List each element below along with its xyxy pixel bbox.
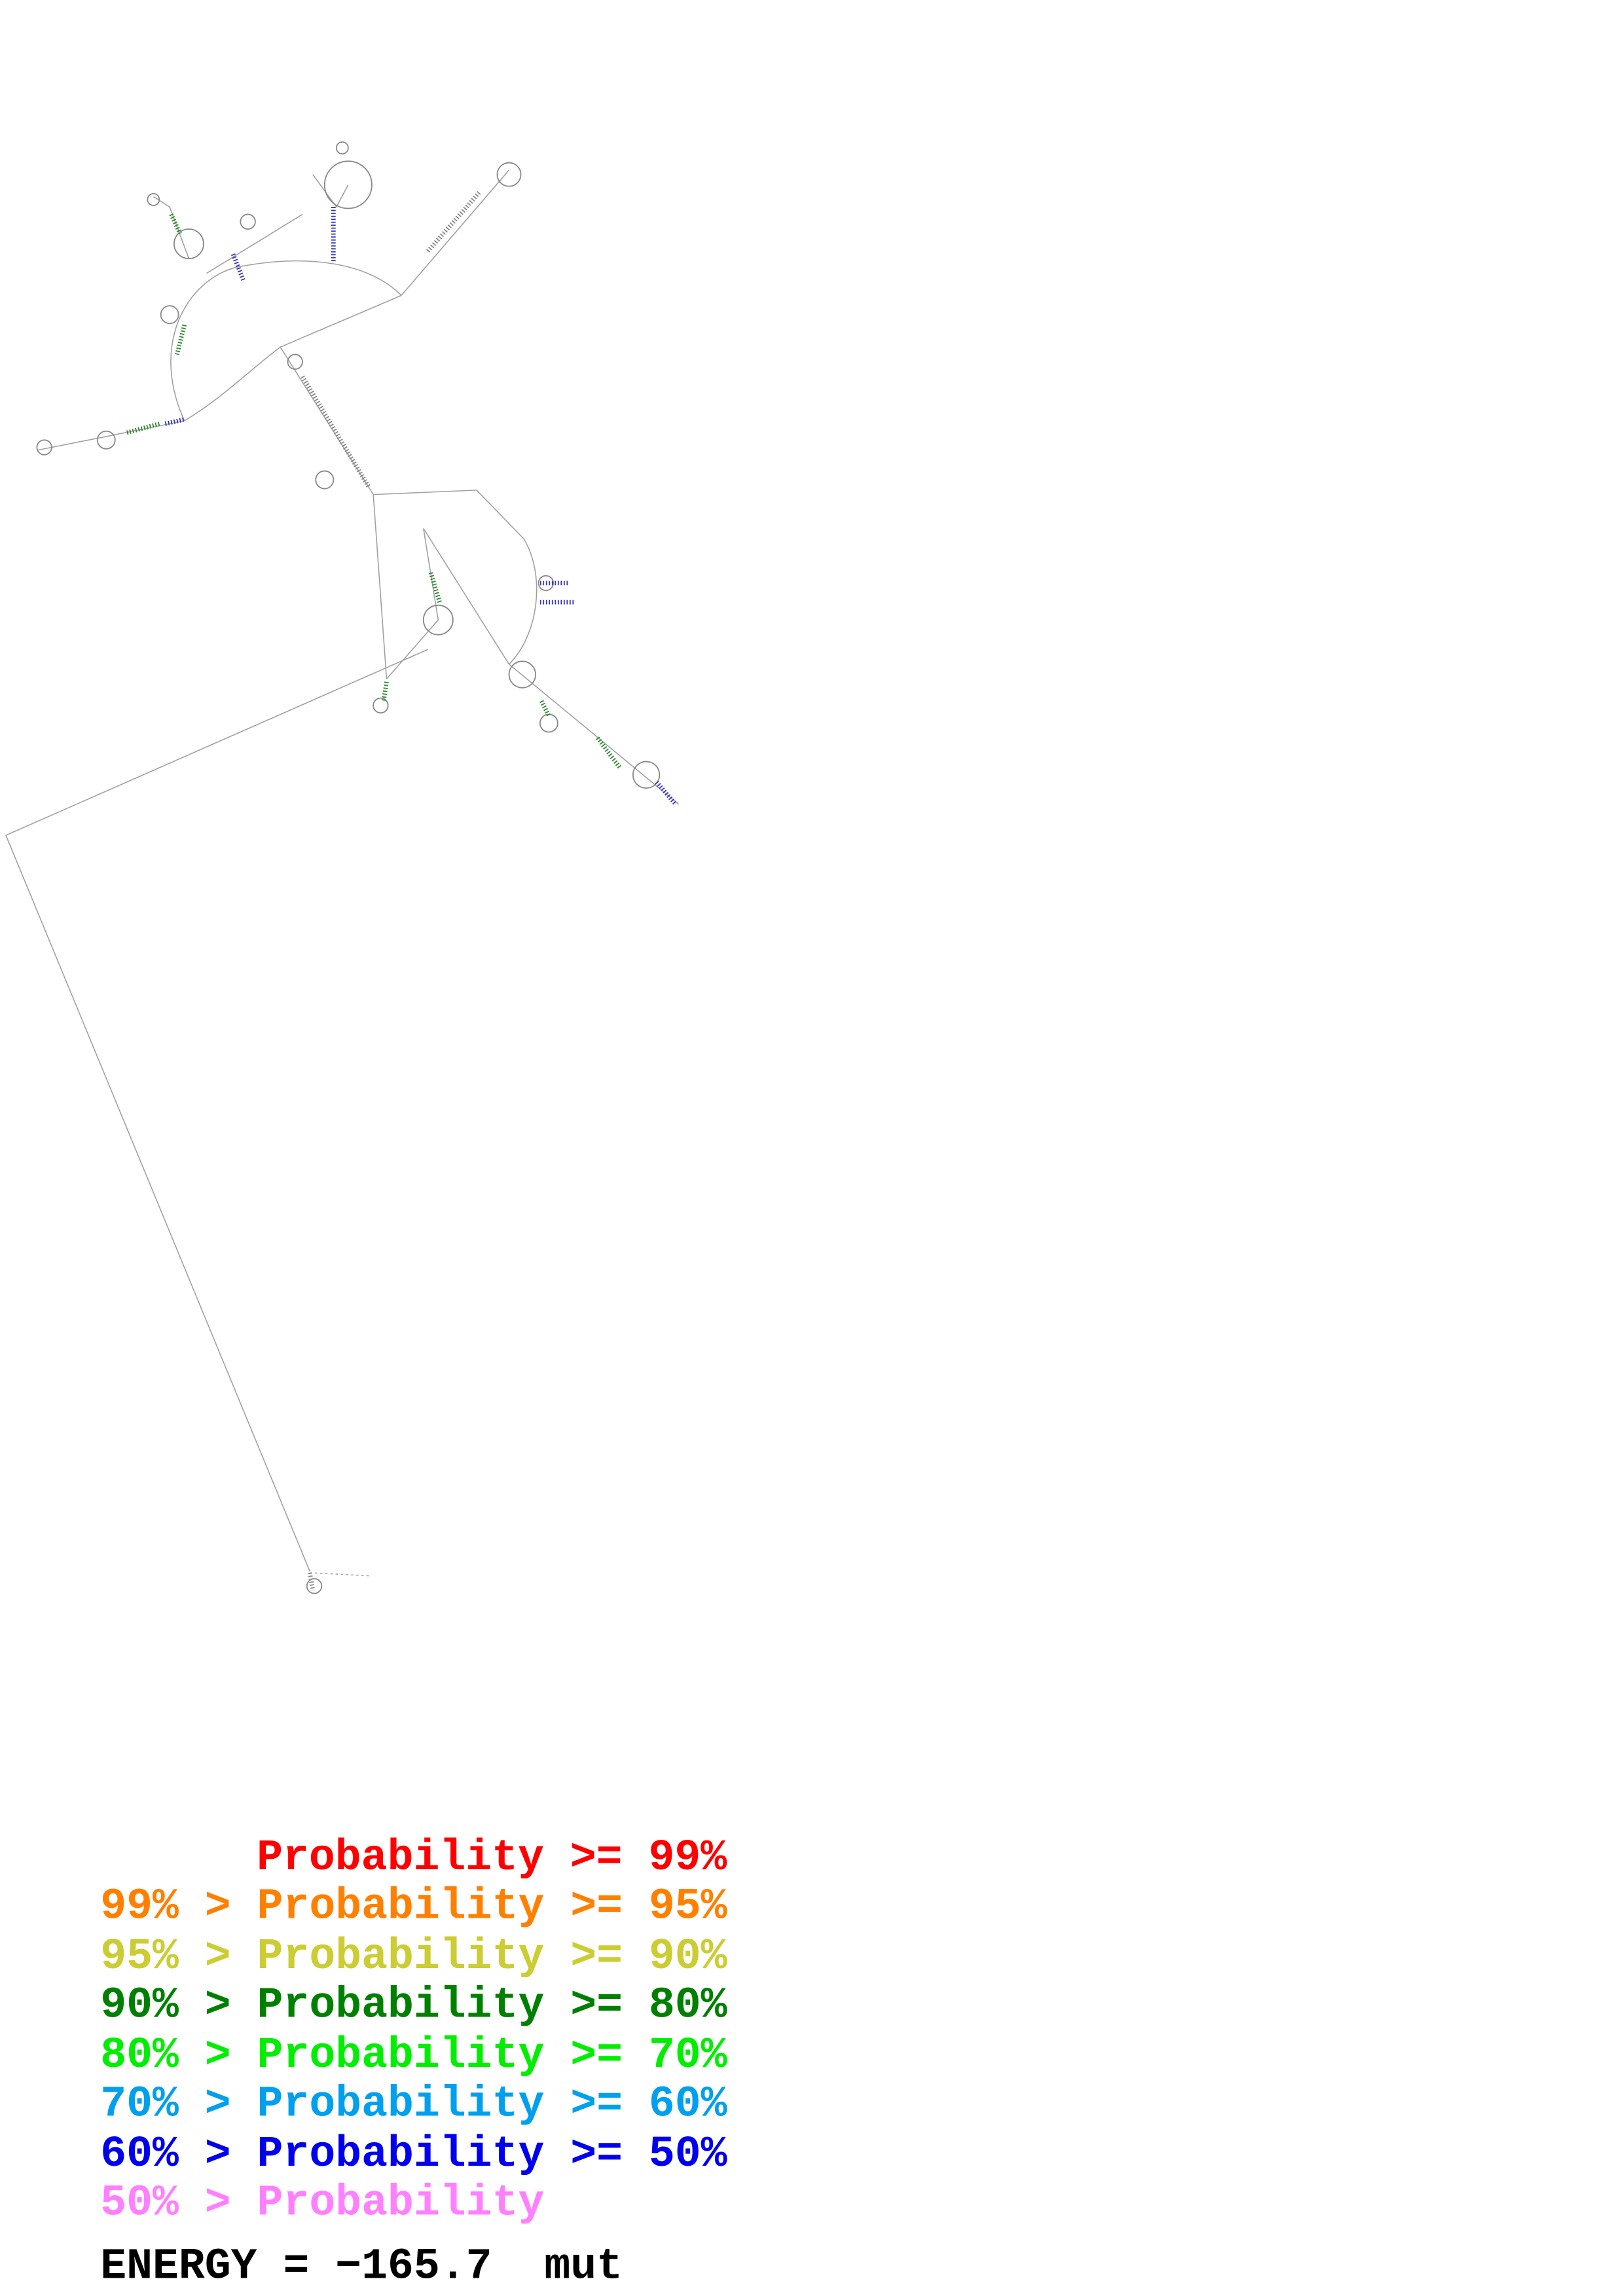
backbone [184, 295, 402, 422]
stem [428, 572, 442, 603]
loop [96, 430, 116, 450]
backbone [373, 494, 388, 679]
loop [240, 213, 256, 230]
backbone [170, 260, 402, 422]
legend-line: 95% > Probability >= 90% [100, 1932, 727, 1981]
loop [539, 713, 558, 733]
loop [373, 697, 389, 714]
backbone [509, 664, 680, 805]
energy-label: ENERGY = −165.7 mut [100, 2242, 623, 2291]
backbone [5, 649, 428, 1572]
legend-line: 70% > Probability >= 60% [100, 2079, 727, 2128]
stem [175, 324, 187, 355]
loop [173, 228, 204, 259]
loop [147, 192, 160, 206]
legend-line: 99% > Probability >= 95% [100, 1882, 727, 1931]
loop [160, 305, 179, 325]
backbone [423, 528, 510, 665]
loop [538, 575, 555, 592]
stem [539, 700, 551, 717]
backbone [310, 1572, 369, 1577]
rna-structure [5, 141, 680, 1594]
loop [36, 439, 52, 456]
stem [596, 736, 622, 769]
stem [301, 375, 371, 489]
legend: Probability >= 99% 99% > Probability >= … [100, 1833, 727, 2291]
loop [335, 141, 349, 154]
legend-line: 80% > Probability >= 70% [100, 2031, 727, 2080]
loop [632, 761, 661, 789]
stem [426, 190, 481, 253]
stem [164, 417, 185, 426]
legend-line: 90% > Probability >= 80% [100, 1981, 727, 2030]
loop [496, 162, 522, 187]
backbone [373, 490, 538, 665]
backbone [401, 170, 510, 296]
legend-line: 50% > Probability [100, 2178, 544, 2227]
legend-line: 60% > Probability >= 50% [100, 2130, 727, 2179]
stem [230, 253, 246, 282]
loop [315, 470, 335, 490]
loop [306, 1578, 323, 1594]
stem [381, 681, 389, 702]
stem [655, 780, 678, 806]
loop [508, 660, 536, 689]
loop [422, 604, 454, 636]
backbone [153, 196, 190, 259]
backbone [37, 420, 185, 451]
legend-line: Probability >= 99% [257, 1833, 727, 1882]
stem [307, 1572, 316, 1591]
stem [169, 213, 183, 235]
backbone [386, 528, 439, 679]
loop [323, 160, 373, 209]
backbone [206, 174, 349, 274]
loop [287, 353, 303, 370]
